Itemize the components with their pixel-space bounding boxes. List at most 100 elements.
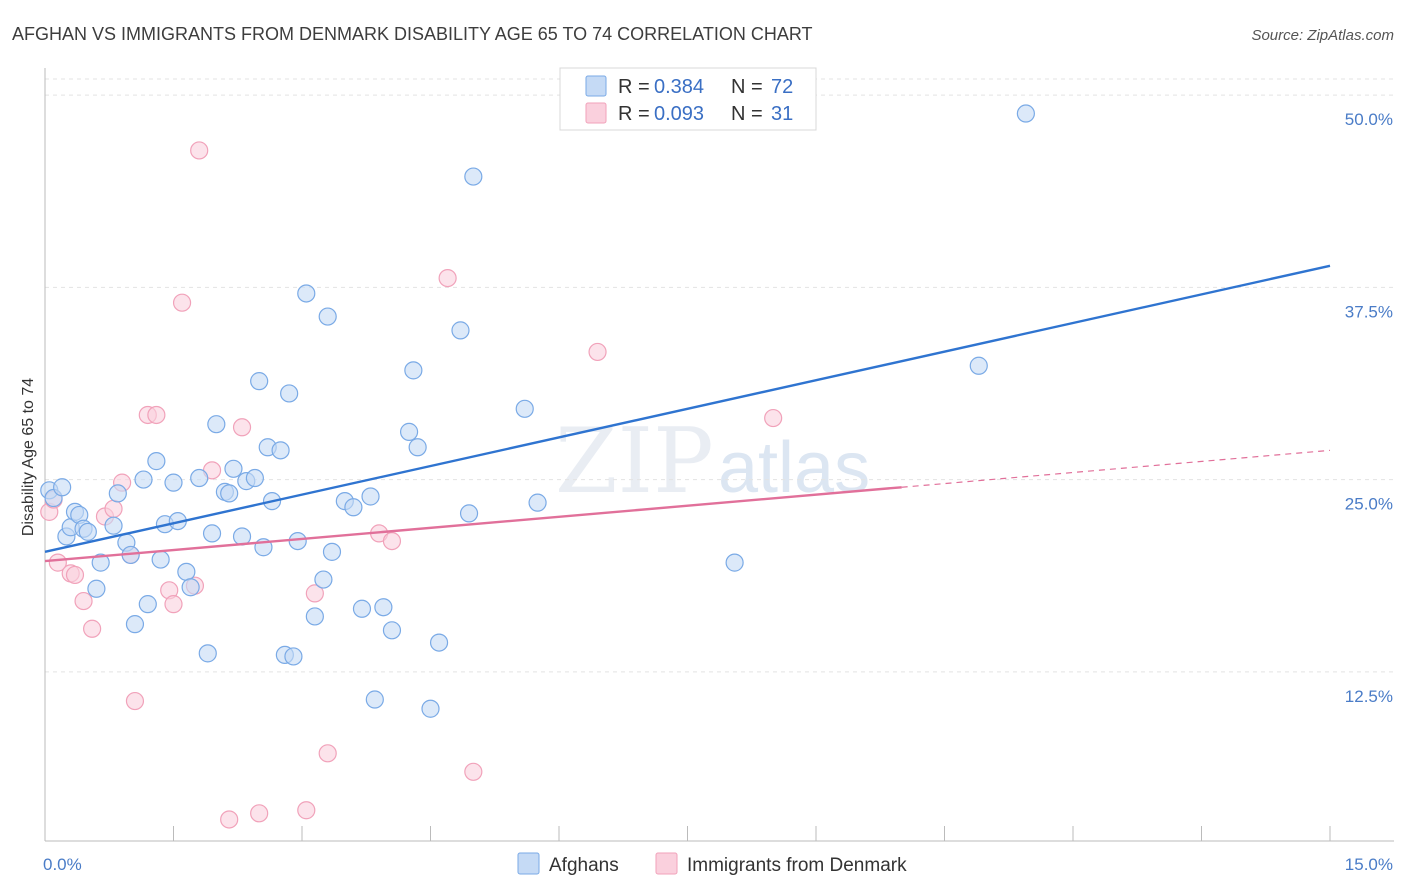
point-denmark bbox=[65, 565, 85, 585]
point-afghan bbox=[164, 473, 183, 492]
point-afghan bbox=[429, 633, 449, 652]
watermark-zip: ZIP bbox=[555, 409, 714, 514]
point-afghan bbox=[1016, 104, 1035, 123]
point-afghan bbox=[245, 468, 264, 488]
point-afghan bbox=[421, 699, 440, 718]
point-denmark bbox=[190, 141, 209, 160]
point-afghan bbox=[78, 522, 97, 541]
legend-n-value-1: 72 bbox=[771, 76, 793, 98]
y-axis-label: Disability Age 65 to 74 bbox=[20, 378, 37, 536]
point-denmark bbox=[147, 405, 166, 425]
y-tick-label: 25.0% bbox=[1345, 495, 1393, 514]
point-denmark bbox=[172, 293, 192, 312]
point-afghan bbox=[181, 578, 200, 597]
point-afghan bbox=[969, 356, 988, 375]
bottom-legend-swatch-afghans bbox=[517, 852, 540, 875]
point-denmark bbox=[83, 619, 102, 638]
point-afghan bbox=[202, 524, 222, 543]
x-tick-label-max: 15.0% bbox=[1345, 855, 1393, 874]
point-afghan bbox=[271, 441, 290, 460]
point-denmark bbox=[438, 268, 457, 288]
point-afghan bbox=[408, 438, 427, 457]
point-denmark bbox=[250, 804, 269, 823]
y-tick-label: 37.5% bbox=[1345, 302, 1393, 321]
point-denmark bbox=[464, 762, 483, 781]
point-denmark bbox=[232, 418, 252, 437]
series-legend: Afghans Immigrants from Denmark bbox=[517, 852, 907, 876]
point-denmark bbox=[104, 499, 123, 518]
point-afghan bbox=[399, 422, 419, 441]
legend-r-value-1: 0.384 bbox=[654, 76, 704, 98]
point-afghan bbox=[250, 372, 269, 391]
stats-legend: R = 0.384 N = 72 R = 0.093 N = 31 bbox=[559, 67, 817, 131]
point-afghan bbox=[322, 542, 342, 561]
x-tick-labels: 0.0% 15.0% bbox=[43, 855, 1393, 874]
point-afghan bbox=[220, 484, 239, 503]
point-denmark bbox=[297, 801, 316, 820]
point-denmark bbox=[382, 531, 402, 551]
point-denmark bbox=[588, 342, 607, 362]
legend-swatch-afghans bbox=[585, 75, 607, 97]
point-afghan bbox=[87, 579, 106, 598]
point-afghan bbox=[318, 307, 337, 326]
point-afghan bbox=[104, 516, 123, 535]
series-afghans-points bbox=[40, 141, 783, 829]
point-denmark bbox=[305, 584, 324, 603]
legend-swatch-denmark bbox=[585, 102, 607, 124]
point-afghan bbox=[515, 399, 534, 418]
point-afghan bbox=[382, 621, 402, 640]
legend-r-value-2: 0.093 bbox=[654, 103, 704, 125]
chart-title: AFGHAN VS IMMIGRANTS FROM DENMARK DISABI… bbox=[12, 24, 813, 44]
trend-line-afghans bbox=[44, 264, 1331, 554]
point-afghan bbox=[134, 470, 153, 489]
axes bbox=[44, 68, 1394, 842]
x-tick-label-min: 0.0% bbox=[43, 855, 82, 874]
gridlines bbox=[45, 78, 1394, 673]
point-afghan bbox=[344, 498, 363, 517]
point-afghan bbox=[190, 468, 209, 488]
watermark-atlas: atlas bbox=[718, 428, 870, 508]
point-afghan bbox=[108, 484, 127, 503]
point-afghan bbox=[280, 384, 299, 403]
point-afghan bbox=[297, 284, 316, 303]
point-afghan bbox=[459, 504, 479, 523]
point-afghan bbox=[288, 531, 307, 551]
trend-line-denmark bbox=[44, 486, 902, 563]
legend-n-value-2: 31 bbox=[771, 103, 793, 125]
point-denmark bbox=[764, 408, 783, 428]
point-afghan bbox=[147, 452, 166, 471]
point-denmark bbox=[318, 744, 337, 763]
series-afghans-points-front bbox=[40, 104, 1035, 718]
legend-r-label-1: R = bbox=[618, 76, 650, 98]
trend-lines bbox=[44, 264, 1331, 563]
point-afghan bbox=[53, 478, 72, 497]
bottom-legend-swatch-denmark bbox=[655, 852, 678, 875]
point-afghan bbox=[365, 690, 384, 709]
point-afghan bbox=[138, 595, 157, 614]
watermark: ZIP atlas bbox=[555, 409, 870, 514]
point-afghan bbox=[224, 459, 243, 478]
point-afghan bbox=[361, 487, 380, 506]
point-afghan bbox=[374, 598, 393, 617]
point-afghan bbox=[151, 550, 170, 569]
legend-n-label-1: N = bbox=[731, 76, 763, 98]
trend-line-denmark-extension bbox=[901, 449, 1331, 488]
point-afghan bbox=[198, 644, 217, 663]
point-denmark bbox=[74, 591, 93, 611]
bottom-legend-label-denmark: Immigrants from Denmark bbox=[687, 855, 907, 876]
y-tick-labels: 12.5% 25.0% 37.5% 50.0% bbox=[1345, 110, 1393, 706]
y-tick-label: 50.0% bbox=[1345, 110, 1393, 129]
point-afghan bbox=[352, 599, 372, 618]
point-afghan bbox=[404, 361, 423, 380]
point-afghan bbox=[305, 607, 324, 626]
point-afghan bbox=[177, 562, 196, 581]
point-afghan bbox=[125, 615, 145, 634]
point-denmark bbox=[48, 553, 67, 572]
point-denmark bbox=[220, 810, 239, 829]
point-afghan bbox=[207, 415, 226, 434]
bottom-legend-label-afghans: Afghans bbox=[549, 855, 619, 876]
point-afghan bbox=[725, 553, 744, 572]
chart-source: Source: ZipAtlas.com bbox=[1251, 27, 1394, 44]
point-afghan bbox=[464, 167, 483, 186]
